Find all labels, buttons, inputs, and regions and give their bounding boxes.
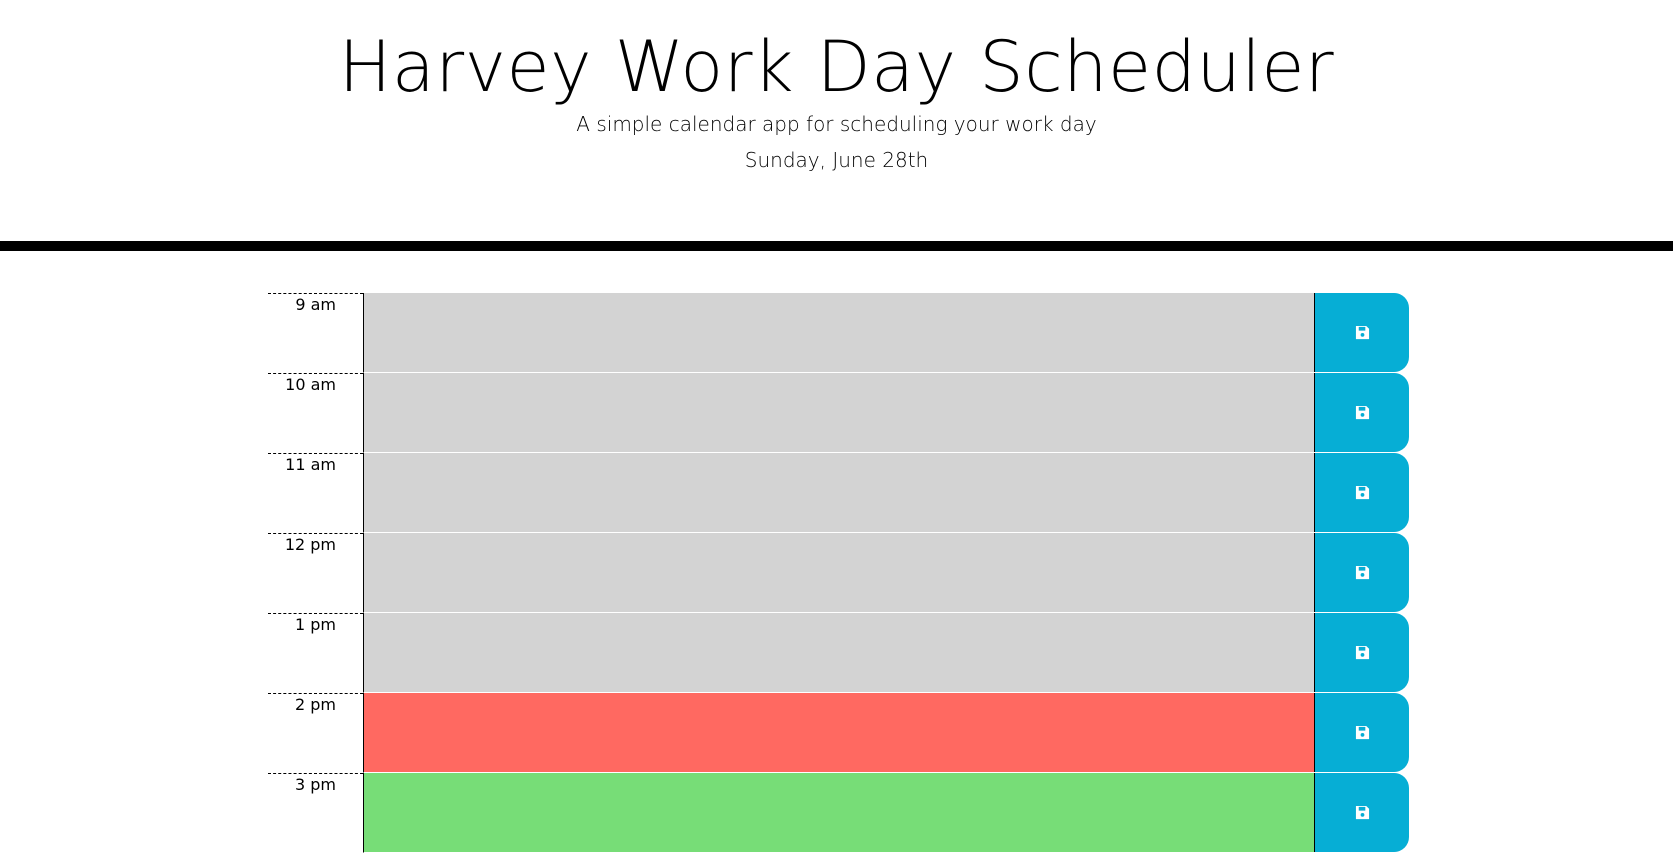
save-button[interactable] bbox=[1314, 293, 1409, 372]
save-button[interactable] bbox=[1314, 613, 1409, 692]
hour-label: 1 pm bbox=[268, 613, 363, 693]
save-button[interactable] bbox=[1314, 773, 1409, 852]
hour-label: 12 pm bbox=[268, 533, 363, 613]
hour-label: 2 pm bbox=[268, 693, 363, 773]
event-description-input[interactable] bbox=[363, 533, 1314, 613]
hour-label: 11 am bbox=[268, 453, 363, 533]
event-description-input[interactable] bbox=[363, 613, 1314, 693]
save-button[interactable] bbox=[1314, 533, 1409, 612]
time-block-3pm: 3 pm bbox=[268, 773, 1409, 853]
save-button[interactable] bbox=[1314, 693, 1409, 772]
hour-label: 9 am bbox=[268, 293, 363, 373]
time-block-2pm: 2 pm bbox=[268, 693, 1409, 773]
time-block-1pm: 1 pm bbox=[268, 613, 1409, 693]
time-block-9am: 9 am bbox=[268, 293, 1409, 373]
floppy-disk-icon bbox=[1355, 725, 1369, 740]
event-description-input[interactable] bbox=[363, 293, 1314, 373]
time-block-10am: 10 am bbox=[268, 373, 1409, 453]
floppy-disk-icon bbox=[1355, 405, 1369, 420]
hour-label: 3 pm bbox=[268, 773, 363, 853]
time-block-12pm: 12 pm bbox=[268, 533, 1409, 613]
time-block-11am: 11 am bbox=[268, 453, 1409, 533]
event-description-input[interactable] bbox=[363, 693, 1314, 773]
floppy-disk-icon bbox=[1355, 645, 1369, 660]
schedule-container: 9 am 10 am 11 am 12 pm 1 pm 2 pm bbox=[268, 293, 1409, 853]
hour-label: 10 am bbox=[268, 373, 363, 453]
page-title: Harvey Work Day Scheduler bbox=[338, 26, 1335, 108]
save-button[interactable] bbox=[1314, 453, 1409, 532]
floppy-disk-icon bbox=[1355, 805, 1369, 820]
current-day: Sunday, June 28th bbox=[744, 148, 929, 172]
page-subtitle: A simple calendar app for scheduling you… bbox=[576, 112, 1097, 136]
header: Harvey Work Day Scheduler A simple calen… bbox=[0, 0, 1673, 251]
event-description-input[interactable] bbox=[363, 773, 1314, 853]
event-description-input[interactable] bbox=[363, 373, 1314, 453]
event-description-input[interactable] bbox=[363, 453, 1314, 533]
floppy-disk-icon bbox=[1355, 485, 1369, 500]
floppy-disk-icon bbox=[1355, 325, 1369, 340]
save-button[interactable] bbox=[1314, 373, 1409, 452]
floppy-disk-icon bbox=[1355, 565, 1369, 580]
